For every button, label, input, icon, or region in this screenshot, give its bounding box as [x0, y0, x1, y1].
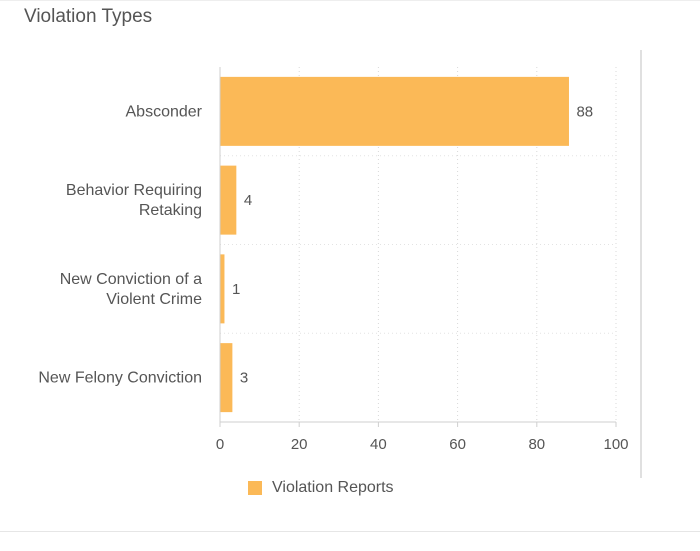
panel-title: Violation Types [24, 6, 153, 27]
data-label: 3 [240, 370, 248, 387]
x-tick-label: 0 [216, 436, 224, 453]
bottom-divider [0, 531, 700, 532]
vertical-divider [640, 50, 642, 478]
x-tick-label: 60 [449, 436, 466, 453]
category-label: New Felony Conviction [38, 370, 202, 387]
bar [220, 76, 569, 146]
category-label: Retaking [139, 202, 202, 219]
x-tick-label: 100 [603, 436, 628, 453]
bar [220, 343, 233, 413]
category-label: Violent Crime [106, 291, 202, 308]
category-label: Behavior Requiring [66, 182, 202, 199]
top-divider [0, 0, 700, 1]
legend-swatch [248, 481, 262, 495]
category-label: New Conviction of a [60, 271, 202, 288]
data-label: 88 [576, 103, 593, 120]
data-label: 4 [244, 192, 252, 209]
data-label: 1 [232, 281, 240, 298]
bar [220, 165, 237, 235]
chart-legend[interactable]: Violation Reports [248, 479, 394, 497]
x-tick-label: 80 [528, 436, 545, 453]
x-tick-label: 20 [291, 436, 308, 453]
category-label: Absconder [126, 103, 203, 120]
legend-label: Violation Reports [272, 479, 394, 496]
bar [220, 254, 225, 324]
x-tick-label: 40 [370, 436, 387, 453]
